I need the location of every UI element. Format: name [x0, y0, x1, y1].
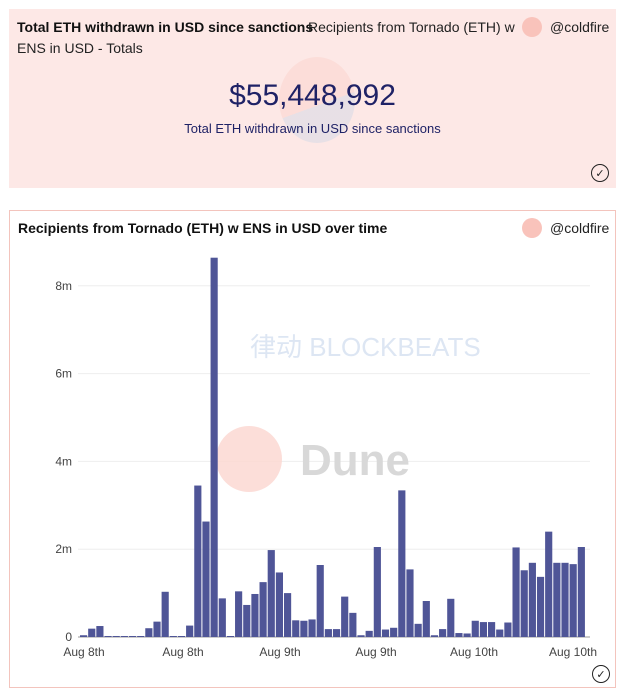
author-name: @coldfire: [550, 220, 610, 236]
chart-title: Recipients from Tornado (ETH) w ENS in U…: [18, 220, 388, 236]
bar[interactable]: [145, 628, 153, 637]
author-name: @coldfire: [550, 19, 610, 35]
avatar: [522, 218, 542, 238]
bar[interactable]: [226, 636, 235, 637]
bar[interactable]: [153, 621, 161, 637]
bar[interactable]: [422, 601, 430, 637]
dune-watermark: Dune: [216, 426, 410, 492]
bar[interactable]: [471, 620, 479, 637]
author-link[interactable]: @coldfire: [522, 17, 609, 37]
bar[interactable]: [406, 569, 414, 637]
dune-logo-watermark: [279, 57, 355, 143]
bar[interactable]: [373, 547, 381, 637]
counter-value: $55,448,992: [229, 79, 396, 112]
bar[interactable]: [112, 636, 120, 637]
bar[interactable]: [528, 562, 536, 637]
bar[interactable]: [284, 593, 292, 637]
counter-subtitle: Recipients from Tornado (ETH) w: [308, 19, 515, 35]
bar[interactable]: [332, 629, 341, 637]
bar[interactable]: [390, 627, 398, 637]
bar[interactable]: [455, 633, 463, 637]
bar[interactable]: [308, 619, 316, 637]
bar[interactable]: [430, 635, 439, 637]
bar[interactable]: [496, 629, 504, 637]
bar[interactable]: [235, 591, 243, 637]
bar[interactable]: [194, 485, 202, 637]
bar[interactable]: [414, 623, 422, 637]
bar[interactable]: [479, 622, 487, 637]
bar[interactable]: [243, 604, 251, 637]
y-tick-label: 8m: [55, 279, 72, 293]
bar[interactable]: [128, 636, 137, 637]
bar[interactable]: [218, 598, 226, 637]
bar[interactable]: [104, 636, 112, 637]
bar[interactable]: [80, 635, 88, 637]
y-tick-label: 0: [65, 630, 72, 644]
counter-card: Total ETH withdrawn in USD since sanctio…: [9, 9, 616, 188]
bar[interactable]: [251, 593, 259, 637]
bar[interactable]: [381, 629, 390, 637]
x-tick-label: Aug 8th: [162, 645, 203, 659]
bar[interactable]: [463, 633, 471, 637]
bar[interactable]: [275, 572, 283, 637]
bar[interactable]: [512, 547, 520, 637]
bar[interactable]: [300, 620, 308, 637]
bar[interactable]: [553, 562, 561, 637]
bar[interactable]: [349, 612, 357, 637]
bar[interactable]: [267, 550, 275, 637]
bar[interactable]: [504, 622, 512, 637]
bar[interactable]: [536, 576, 545, 637]
bar[interactable]: [186, 625, 194, 637]
x-tick-label: Aug 9th: [259, 645, 300, 659]
avatar: [522, 17, 542, 37]
y-tick-label: 4m: [55, 454, 72, 468]
counter-value-label: Total ETH withdrawn in USD since sanctio…: [184, 121, 441, 136]
bar[interactable]: [210, 257, 218, 637]
bar[interactable]: [259, 582, 267, 637]
bar[interactable]: [569, 564, 577, 637]
counter-title: Total ETH withdrawn in USD since sanctio…: [17, 19, 314, 35]
check-circle-icon[interactable]: ✓: [591, 164, 609, 182]
bar[interactable]: [169, 636, 177, 637]
bar[interactable]: [96, 626, 104, 637]
bar[interactable]: [365, 630, 373, 637]
bar[interactable]: [292, 620, 300, 637]
bar[interactable]: [520, 570, 528, 637]
bar[interactable]: [357, 635, 365, 637]
bar[interactable]: [177, 636, 186, 637]
bar[interactable]: [316, 565, 324, 637]
bar[interactable]: [88, 628, 96, 637]
counter-subtitle-2: ENS in USD - Totals: [17, 40, 143, 56]
bar[interactable]: [341, 596, 349, 637]
bar[interactable]: [439, 629, 447, 637]
bar[interactable]: [202, 521, 210, 637]
y-tick-label: 6m: [55, 367, 72, 381]
bar[interactable]: [120, 636, 128, 637]
bar[interactable]: [161, 591, 169, 637]
author-link[interactable]: @coldfire: [522, 218, 609, 238]
x-tick-label: Aug 10th: [450, 645, 498, 659]
bar[interactable]: [545, 531, 553, 637]
x-tick-label: Aug 8th: [63, 645, 104, 659]
blockbeats-watermark: 律动 BLOCKBEATS: [250, 332, 481, 362]
bar[interactable]: [577, 547, 585, 637]
bar[interactable]: [447, 598, 455, 637]
check-circle-icon[interactable]: ✓: [592, 665, 610, 683]
bar[interactable]: [561, 562, 569, 637]
bar[interactable]: [488, 622, 496, 637]
bar[interactable]: [137, 636, 145, 637]
y-tick-label: 2m: [55, 542, 72, 556]
watermark-text: Dune: [300, 436, 410, 485]
x-tick-label: Aug 9th: [355, 645, 396, 659]
bar[interactable]: [324, 629, 332, 637]
bar[interactable]: [398, 490, 406, 637]
x-tick-label: Aug 10th: [549, 645, 597, 659]
